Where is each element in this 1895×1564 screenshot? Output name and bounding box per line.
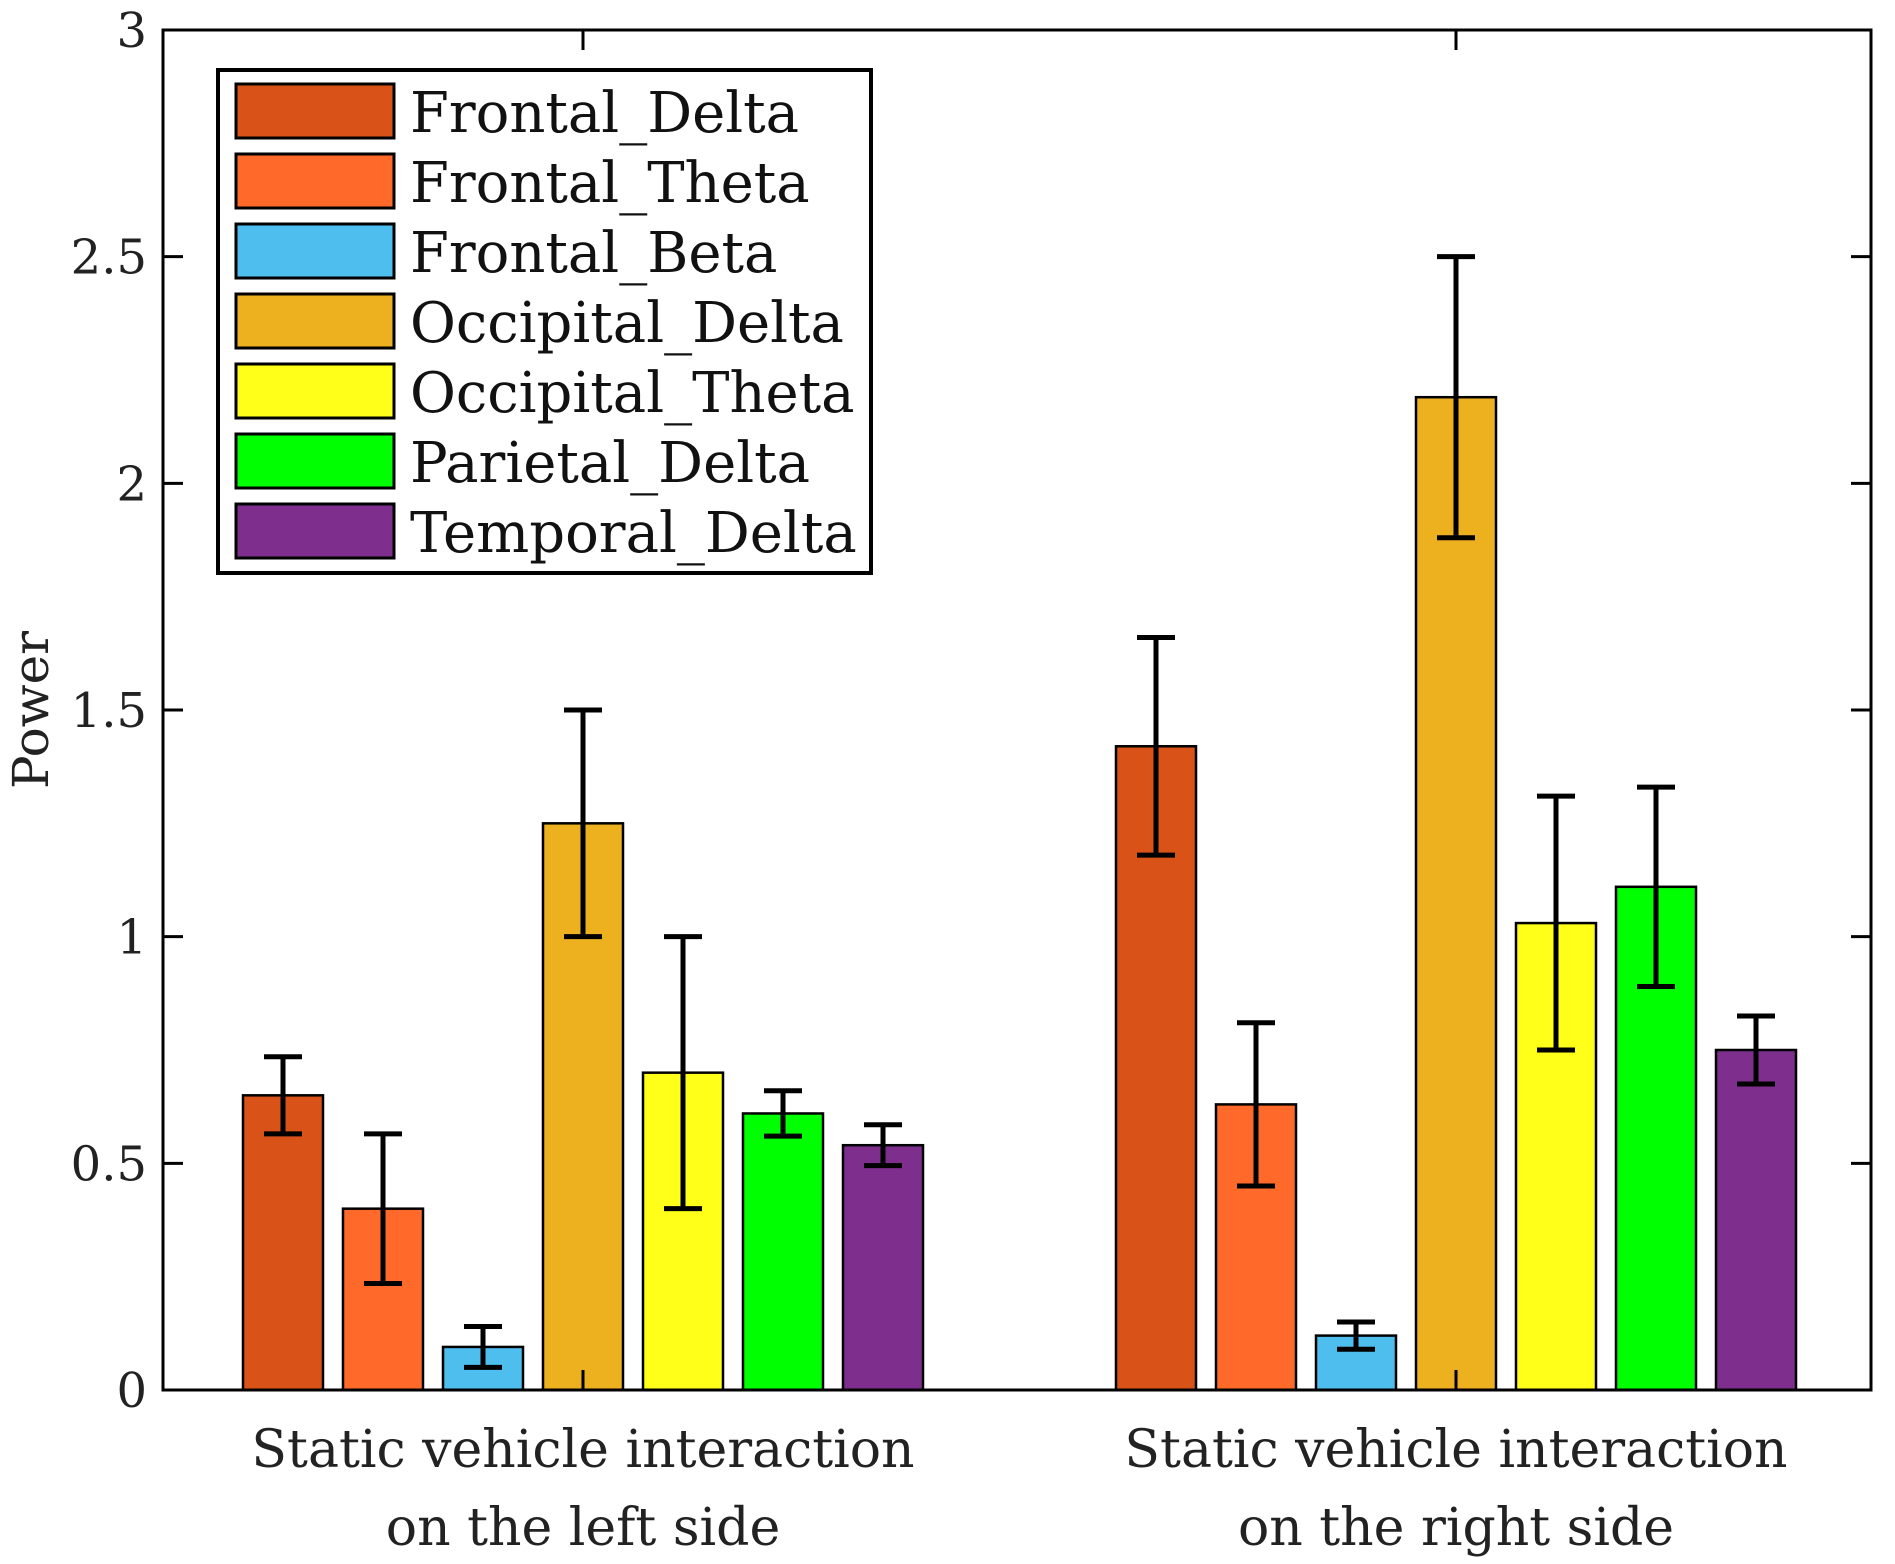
- x-category-label: Static vehicle interaction: [1124, 1420, 1787, 1480]
- errorbar-occipital-delta-cat2: [1437, 254, 1475, 541]
- errorbar-occipital-theta-cat2: [1537, 793, 1575, 1053]
- y-tick-labels: 0 0.5 1 1.5 2 2.5 3: [71, 3, 147, 1419]
- errorbar-occipital-theta-cat1: [664, 934, 702, 1212]
- x-category-label: on the right side: [1238, 1498, 1674, 1558]
- y-tick-label: 1.5: [71, 683, 147, 739]
- bar-temporal-delta-cat2: [1714, 1048, 1798, 1392]
- legend-entry-label: Occipital_Delta: [410, 291, 844, 356]
- legend-swatch: [234, 82, 396, 140]
- legend-swatch: [234, 222, 396, 280]
- bar-frontal-delta-cat1: [241, 1094, 325, 1392]
- legend-entry-label: Temporal_Delta: [410, 501, 857, 566]
- y-tick-label: 2: [116, 456, 147, 512]
- legend-entry-label: Parietal_Delta: [410, 431, 810, 496]
- y-tick-label: 0: [116, 1363, 147, 1419]
- errorbar-parietal-delta-cat2: [1637, 784, 1675, 990]
- legend-entry-label: Occipital_Theta: [410, 361, 855, 426]
- y-axis-label: Power: [2, 631, 60, 789]
- x-category-label: Static vehicle interaction: [251, 1420, 914, 1480]
- errorbar-frontal-theta-cat1: [364, 1131, 402, 1286]
- errorbar-frontal-theta-cat2: [1237, 1020, 1275, 1189]
- errorbars-layer: [264, 254, 1775, 1370]
- bar-occipital-delta-cat2: [1414, 395, 1498, 1392]
- errorbar-frontal-delta-cat2: [1137, 634, 1175, 858]
- y-tick-label: 2.5: [71, 230, 147, 286]
- x-category-labels: Static vehicle interaction on the left si…: [251, 1420, 1787, 1558]
- legend: Frontal_DeltaFrontal_ThetaFrontal_BetaOc…: [216, 68, 873, 575]
- errorbar-frontal-delta-cat1: [264, 1054, 302, 1137]
- errorbar-frontal-beta-cat2: [1337, 1319, 1375, 1352]
- ticks-layer: [163, 28, 1871, 1392]
- legend-entry-label: Frontal_Theta: [410, 151, 810, 216]
- errorbar-parietal-delta-cat1: [764, 1088, 802, 1139]
- legend-swatch: [234, 152, 396, 210]
- errorbar-temporal-delta-cat1: [864, 1122, 902, 1169]
- errorbar-frontal-beta-cat1: [464, 1324, 502, 1370]
- legend-swatch: [234, 362, 396, 420]
- errorbar-temporal-delta-cat2: [1737, 1013, 1775, 1087]
- errorbar-occipital-delta-cat1: [564, 707, 602, 940]
- y-tick-label: 3: [116, 3, 147, 59]
- legend-swatch: [234, 292, 396, 350]
- y-tick-label: 1: [116, 910, 147, 966]
- legend-swatch: [234, 432, 396, 490]
- legend-entry-label: Frontal_Delta: [410, 81, 799, 146]
- y-tick-label: 0.5: [71, 1136, 147, 1192]
- bar-temporal-delta-cat1: [841, 1143, 925, 1392]
- bar-parietal-delta-cat1: [741, 1112, 825, 1392]
- x-category-label: on the left side: [386, 1498, 780, 1558]
- legend-swatch: [234, 502, 396, 560]
- legend-entry-label: Frontal_Beta: [410, 221, 777, 286]
- bar-frontal-theta-cat2: [1214, 1103, 1298, 1392]
